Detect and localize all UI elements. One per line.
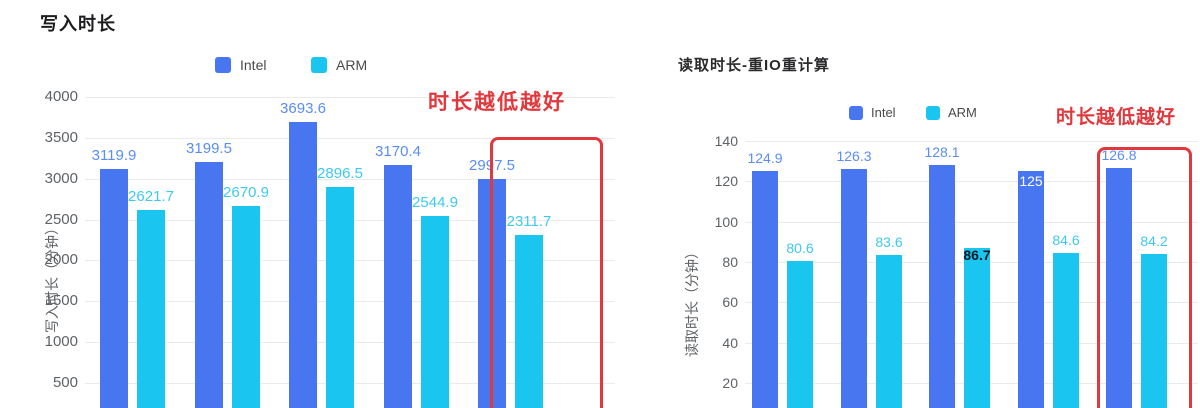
bar-value-label: 126.3 <box>836 148 872 164</box>
bar-intel <box>195 162 223 408</box>
y-tick-label: 20 <box>722 375 738 391</box>
bar-arm <box>876 255 902 408</box>
bar-intel <box>384 165 412 408</box>
gridline <box>745 181 1198 182</box>
bar-arm <box>326 187 354 408</box>
bar-value-label: 84.6 <box>1052 232 1080 248</box>
annotation-lower-is-better-read: 时长越低越好 <box>1056 107 1177 128</box>
bar-value-label: 126.8 <box>1101 147 1137 163</box>
y-tick-label: 1500 <box>44 292 78 309</box>
legend-swatch-intel <box>849 106 863 120</box>
legend-swatch-intel <box>215 57 231 73</box>
legend-label-intel: Intel <box>871 105 896 120</box>
bar-intel <box>289 122 317 408</box>
bar-intel <box>929 165 955 408</box>
bar-intel <box>1018 171 1044 408</box>
legend-label-intel: Intel <box>240 57 267 73</box>
bar-value-label: 125 <box>1019 173 1043 189</box>
bar-value-label: 2621.7 <box>128 188 174 205</box>
y-tick-label: 100 <box>714 214 738 230</box>
bar-arm <box>1053 253 1079 408</box>
highlight-box-read <box>1097 147 1192 408</box>
y-tick-label: 1000 <box>44 333 78 350</box>
chart-title-read: 读取时长-重IO重计算 <box>678 57 830 74</box>
gridline <box>745 141 1198 142</box>
gridline <box>745 222 1198 223</box>
bar-value-label: 2670.9 <box>223 184 269 201</box>
legend-label-arm: ARM <box>948 105 977 120</box>
bar-value-label: 2311.7 <box>506 213 552 230</box>
bar-value-label: 124.9 <box>747 150 783 166</box>
y-tick-label: 3500 <box>44 129 78 146</box>
y-tick-label: 2000 <box>44 251 78 268</box>
page-title: 写入时长 <box>40 14 116 34</box>
bar-arm <box>232 206 260 408</box>
legend-label-arm: ARM <box>336 57 368 73</box>
y-tick-label: 120 <box>714 173 738 189</box>
bar-arm <box>137 210 165 408</box>
legend-swatch-arm <box>311 57 327 73</box>
y-tick-label: 140 <box>714 133 738 149</box>
bar-value-label: 3170.4 <box>375 143 421 160</box>
gridline <box>85 179 615 180</box>
y-tick-label: 500 <box>52 374 78 391</box>
bar-intel <box>1106 168 1132 408</box>
bar-value-label: 3119.9 <box>91 147 137 164</box>
legend-swatch-arm <box>926 106 940 120</box>
annotation-lower-is-better-write: 时长越低越好 <box>428 91 566 114</box>
bar-value-label: 80.6 <box>786 240 814 256</box>
gridline <box>85 97 615 98</box>
bar-intel <box>841 169 867 408</box>
y-tick-label: 2500 <box>44 211 78 228</box>
bar-arm <box>964 248 990 408</box>
bar-arm <box>1141 254 1167 408</box>
bar-arm <box>515 235 543 408</box>
gridline <box>85 138 615 139</box>
y-tick-label: 40 <box>722 335 738 351</box>
bar-value-label: 128.1 <box>924 144 960 160</box>
y-tick-label: 80 <box>722 254 738 270</box>
bar-value-label: 3693.6 <box>280 100 326 117</box>
highlight-box-write <box>490 137 603 408</box>
y-axis-title: 写入时长（分钟） <box>44 221 60 333</box>
bar-arm <box>787 261 813 408</box>
y-tick-label: 60 <box>722 294 738 310</box>
bar-value-label: 86.7 <box>963 247 991 263</box>
bar-arm <box>421 216 449 408</box>
bar-value-label: 2896.5 <box>317 165 363 182</box>
y-tick-label: 4000 <box>44 88 78 105</box>
bar-value-label: 83.6 <box>875 234 903 250</box>
bar-intel <box>100 169 128 408</box>
bar-value-label: 84.2 <box>1140 233 1168 249</box>
y-tick-label: 3000 <box>44 170 78 187</box>
bar-value-label: 2544.9 <box>412 194 458 211</box>
bar-value-label: 3199.5 <box>186 140 232 157</box>
y-axis-title: 读取时长（分钟） <box>684 245 700 357</box>
bar-intel <box>752 171 778 408</box>
